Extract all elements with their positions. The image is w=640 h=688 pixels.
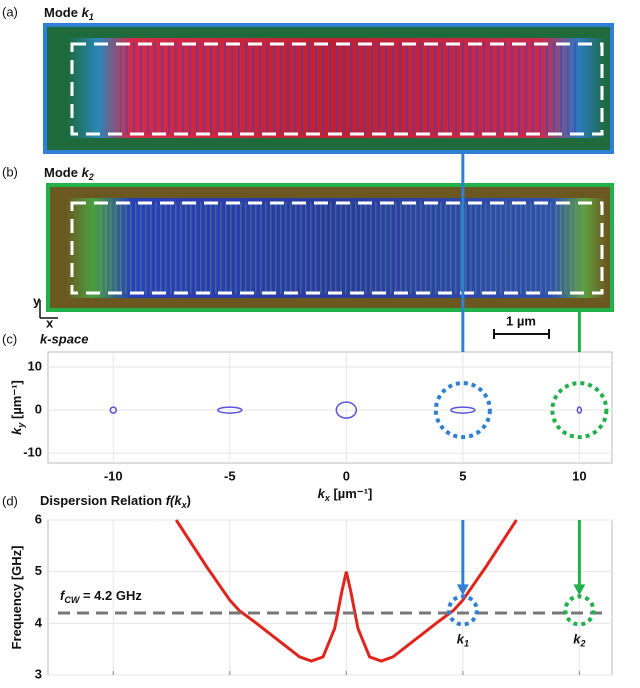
panel-label: (c) <box>2 331 17 346</box>
text-part: k <box>9 427 24 435</box>
scale-bar-label: 1 µm <box>506 313 536 328</box>
k-spot <box>450 406 476 414</box>
k-highlight <box>563 594 596 627</box>
y-axis-label: Frequency [GHz] <box>9 545 24 649</box>
text-part: 2 <box>88 172 94 182</box>
y-tick-label: 3 <box>35 666 42 681</box>
y-tick-label: 5 <box>35 563 42 578</box>
text-part: f <box>60 588 66 603</box>
x-axis-label: kx [µm⁻¹] <box>318 486 373 503</box>
reference-label: fCW = 4.2 GHz <box>60 588 142 605</box>
k-spot <box>109 406 118 414</box>
y-tick-label: 4 <box>35 615 43 630</box>
text-part: x <box>324 493 331 503</box>
text-part: (k <box>170 493 182 508</box>
text-part: 1 <box>89 12 94 22</box>
image-b <box>46 183 614 312</box>
panel-label: (a) <box>2 4 18 19</box>
plot-area <box>47 519 613 676</box>
y-tick-label: -10 <box>23 445 42 460</box>
text-part: Dispersion Relation <box>40 493 166 508</box>
x-tick-label: -10 <box>104 468 123 483</box>
text-part: 1 <box>464 639 469 649</box>
k-label: k1 <box>457 632 469 649</box>
x-tick-label: -5 <box>224 468 236 483</box>
text-part: [µm⁻¹] <box>330 486 373 501</box>
plot-area <box>47 351 613 464</box>
text-part: k <box>573 632 581 647</box>
axis-icon-y: y <box>33 293 41 308</box>
text-part: y <box>16 422 26 429</box>
panel-title: k-space <box>40 331 88 346</box>
k-spot <box>217 406 243 414</box>
y-axis-label: ky [µm⁻¹] <box>9 380 26 435</box>
text-part: [µm⁻¹] <box>9 380 24 423</box>
text-part: 2 <box>579 639 585 649</box>
panel-label: (d) <box>2 493 18 508</box>
y-tick-label: 0 <box>35 402 42 417</box>
k-spot <box>576 406 583 414</box>
text-part: = 4.2 GHz <box>79 588 142 603</box>
k-highlight <box>433 381 492 440</box>
x-tick-label: 10 <box>572 468 586 483</box>
k-label: k2 <box>573 632 585 649</box>
arrow-head <box>456 584 469 596</box>
image-a <box>43 23 614 154</box>
dispersion-curve <box>174 519 518 663</box>
panel-label: (b) <box>2 164 18 179</box>
text-part: x <box>181 500 188 510</box>
axes-icon <box>39 300 58 319</box>
text-part: k <box>457 632 465 647</box>
panel-title: Dispersion Relation f(kx) <box>40 493 191 510</box>
panel-title: Mode k2 <box>44 165 94 182</box>
text-part: k <box>318 486 326 501</box>
y-tick-label: 10 <box>28 358 42 373</box>
text-part: Frequency [GHz] <box>9 545 24 649</box>
panel-title: Mode k1 <box>44 5 94 22</box>
text-part: Mode <box>44 165 82 180</box>
x-tick-label: 5 <box>459 468 466 483</box>
text-part: ) <box>187 493 191 508</box>
x-tick-label: 0 <box>343 468 350 483</box>
text-part: Mode <box>44 5 82 20</box>
text-part: CW <box>64 595 80 605</box>
text-part: k <box>82 5 90 20</box>
k-highlight <box>550 381 609 440</box>
text-part: f <box>166 493 172 508</box>
y-tick-label: 6 <box>35 511 42 526</box>
text-part: k <box>82 165 90 180</box>
k-spot <box>335 401 358 419</box>
axis-icon-x: x <box>46 315 54 330</box>
k-highlight <box>446 594 479 627</box>
scale-bar <box>493 329 550 339</box>
arrow-head <box>573 584 586 596</box>
